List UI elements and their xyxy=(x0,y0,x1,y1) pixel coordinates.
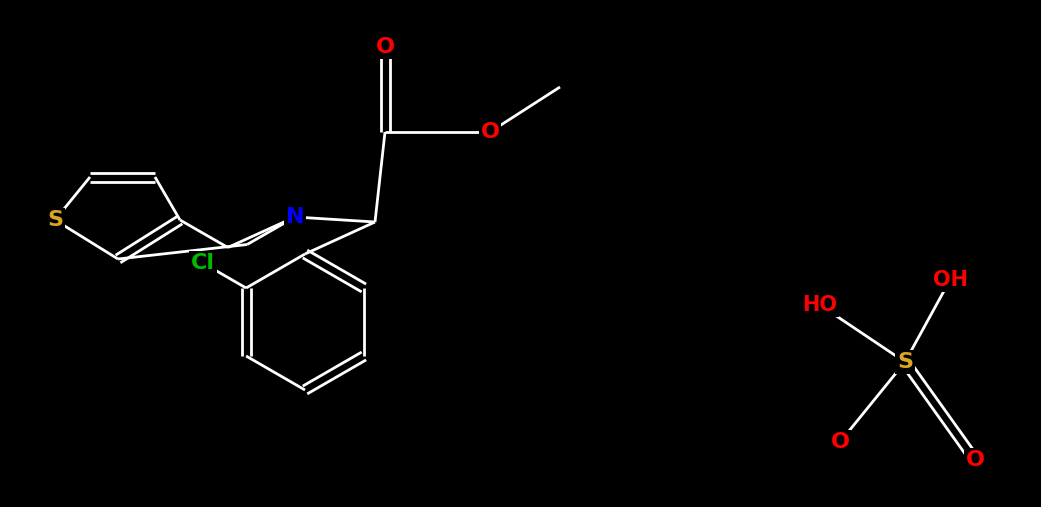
Text: S: S xyxy=(897,352,913,372)
Text: O: O xyxy=(481,122,500,142)
Text: Cl: Cl xyxy=(191,253,214,273)
Text: O: O xyxy=(376,37,395,57)
Text: OH: OH xyxy=(933,270,967,290)
Text: O: O xyxy=(965,450,985,470)
Text: S: S xyxy=(47,210,64,230)
Text: O: O xyxy=(831,432,849,452)
Text: HO: HO xyxy=(803,295,838,315)
Text: N: N xyxy=(285,207,304,227)
